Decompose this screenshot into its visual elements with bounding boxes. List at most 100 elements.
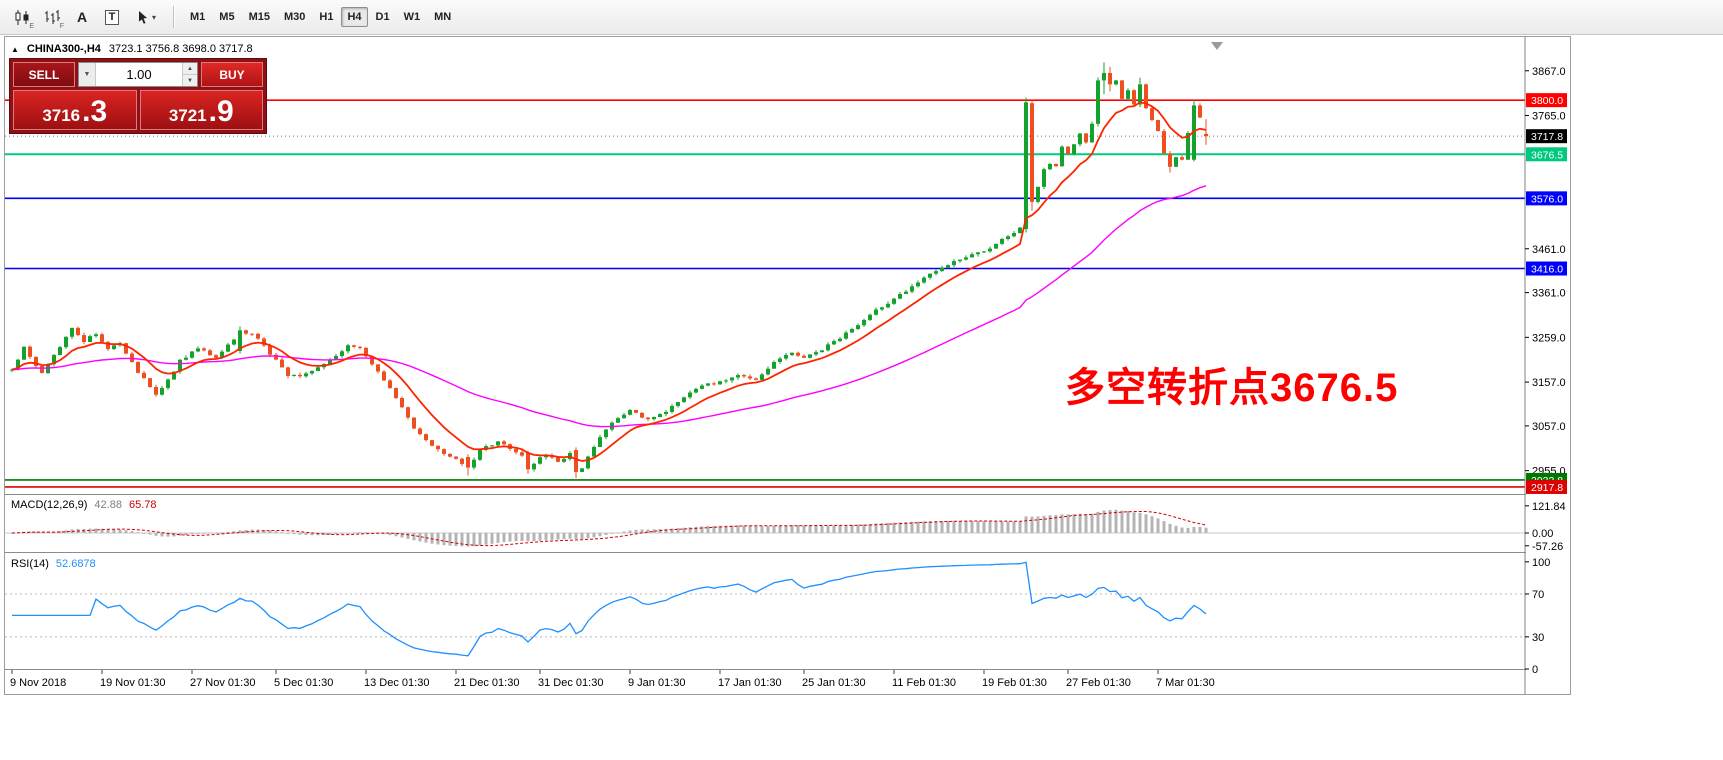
icon-badge: E — [29, 23, 34, 30]
timeframe-button-H1[interactable]: H1 — [319, 11, 334, 23]
ohlc-bars-icon[interactable]: F — [38, 3, 66, 31]
price-line-label: 3717.8 — [1531, 131, 1563, 143]
rsi-axis-label: 100 — [1532, 557, 1550, 569]
price-axis[interactable] — [1526, 37, 1568, 694]
volume-value[interactable]: 1.00 — [126, 67, 152, 82]
price-line-label-bg — [1526, 93, 1567, 108]
time-axis-label: 9 Jan 01:30 — [628, 677, 686, 689]
font-tool-glyph: A — [76, 9, 88, 25]
price-tick-label: 3361.0 — [1532, 288, 1566, 300]
time-axis[interactable]: 9 Nov 2018 19 Nov 01:30 27 Nov 01:30 5 Dec … — [10, 670, 1215, 689]
time-axis-label: 11 Feb 01:30 — [892, 677, 956, 689]
candlestick-glyph — [15, 9, 28, 25]
macd-histogram — [10, 509, 1208, 547]
macd-axis-label: -57.26 — [1532, 541, 1563, 553]
time-axis-label: 19 Feb 01:30 — [982, 677, 1047, 689]
trade-panel-collapse-icon[interactable]: ▲ — [11, 44, 19, 54]
cursor-tool-icon[interactable]: ▾ — [128, 3, 164, 31]
symbol-ohlc-values: 3723.1 3756.8 3698.0 3717.8 — [108, 43, 253, 55]
price-line-label-bg — [1526, 129, 1567, 144]
buy-price-frac: .9 — [208, 95, 234, 129]
price-line-label-bg — [1526, 479, 1567, 494]
time-axis-label: 9 Nov 2018 — [10, 677, 66, 689]
ma-fast-line — [11, 101, 1207, 462]
timeframe-button-MN[interactable]: MN — [434, 11, 452, 23]
macd-indicator-header: MACD(12,26,9) 42.88 65.78 — [11, 499, 156, 511]
horizontal-price-lines — [5, 99, 1525, 488]
buy-price-main: 3721 — [168, 106, 207, 126]
main-toolbar: E F A T ▾ M1 M5 M15 M30 H1 H4 D1 W1 MN — [0, 0, 1723, 35]
candlestick-chart-icon[interactable]: E — [8, 3, 36, 31]
price-tick-label: 3259.0 — [1532, 332, 1566, 344]
rsi-axis-label: 0 — [1532, 664, 1538, 676]
sell-price-main: 3716 — [42, 106, 81, 126]
time-axis-label: 31 Dec 01:30 — [538, 677, 603, 689]
price-line-label-bg — [1526, 261, 1567, 276]
symbol-header: ▲ CHINA300-,H4 3723.1 3756.8 3698.0 3717… — [11, 43, 253, 55]
text-tool-glyph: T — [104, 9, 120, 25]
volume-decrease-icon[interactable]: ▼ — [183, 75, 197, 86]
timeframe-button-M5[interactable]: M5 — [219, 11, 235, 23]
price-tick-label: 3157.0 — [1532, 377, 1566, 389]
time-axis-label: 21 Dec 01:30 — [454, 677, 519, 689]
macd-main-value: 42.88 — [94, 499, 122, 511]
price-tick-label: 3461.0 — [1532, 244, 1566, 256]
timeframe-button-M1[interactable]: M1 — [190, 11, 206, 23]
buy-button[interactable]: BUY — [201, 62, 263, 87]
time-axis-label: 27 Nov 01:30 — [190, 677, 255, 689]
time-axis-label: 13 Dec 01:30 — [364, 677, 429, 689]
volume-spin-buttons: ▲ ▼ — [182, 63, 197, 86]
timeframe-toolbar: M1 M5 M15 M30 H1 H4 D1 W1 MN — [184, 7, 457, 27]
rsi-line — [12, 561, 1207, 657]
time-axis-label: 17 Jan 01:30 — [718, 677, 782, 689]
time-axis-label: 7 Mar 01:30 — [1156, 677, 1215, 689]
rsi-axis-label: 30 — [1532, 632, 1544, 644]
font-tool-icon[interactable]: A — [68, 3, 96, 31]
price-line-label: 3576.0 — [1531, 193, 1563, 205]
sell-button[interactable]: SELL — [13, 62, 75, 87]
time-axis-label: 5 Dec 01:30 — [274, 677, 333, 689]
price-line-label: 3676.5 — [1531, 149, 1563, 161]
buy-price-display[interactable]: 3721 .9 — [139, 90, 263, 130]
price-axis-labels: 3867.0 3765.0 3461.0 3361.0 3259.0 3157.0 3057… — [1525, 66, 1567, 676]
timeframe-button-M15[interactable]: M15 — [248, 11, 270, 23]
volume-stepper: ▼ 1.00 ▲ ▼ — [78, 62, 198, 87]
price-tick-label: 3765.0 — [1532, 110, 1566, 122]
rsi-value: 52.6878 — [55, 558, 96, 570]
sell-price-frac: .3 — [82, 95, 108, 129]
rsi-indicator-header: RSI(14) 52.6878 — [11, 558, 96, 570]
time-axis-label: 25 Jan 01:30 — [802, 677, 866, 689]
rsi-title: RSI(14) — [11, 558, 49, 570]
cursor-glyph — [138, 10, 147, 24]
ohlc-bars-glyph — [44, 9, 60, 24]
ma-slow-line — [11, 185, 1207, 428]
volume-increase-icon[interactable]: ▲ — [183, 63, 197, 75]
time-axis-label: 27 Feb 01:30 — [1066, 677, 1131, 689]
price-line-label-bg — [1526, 147, 1567, 162]
chart-shift-marker-icon[interactable] — [1211, 42, 1223, 50]
symbol-name: CHINA300-,H4 — [26, 43, 101, 55]
price-line-label: 3800.0 — [1531, 95, 1563, 107]
price-tick-label: 3867.0 — [1532, 66, 1566, 78]
macd-signal-value: 65.78 — [128, 499, 157, 511]
one-click-trade-panel: SELL ▼ 1.00 ▲ ▼ BUY 3716 .3 3721 .9 — [9, 58, 267, 134]
icon-badge: F — [59, 23, 64, 30]
chart-window: 3867.0 3765.0 3461.0 3361.0 3259.0 3157.0 3057… — [4, 36, 1571, 695]
rsi-axis-label: 70 — [1532, 589, 1544, 601]
timeframe-button-D1[interactable]: D1 — [375, 11, 390, 23]
toolbar-separator — [173, 6, 175, 28]
chart-text-annotation: 多空转折点3676.5 — [1065, 366, 1399, 410]
timeframe-button-W1[interactable]: W1 — [403, 11, 421, 23]
timeframe-button-M30[interactable]: M30 — [283, 11, 306, 23]
sell-price-display[interactable]: 3716 .3 — [13, 90, 137, 130]
macd-axis-label: 121.84 — [1532, 501, 1566, 513]
macd-axis-label: 0.00 — [1532, 528, 1553, 540]
timeframe-button-H4[interactable]: H4 — [341, 7, 368, 27]
macd-signal-line — [11, 511, 1207, 547]
price-line-label-bg — [1526, 191, 1567, 206]
price-line-label: 3416.0 — [1531, 264, 1563, 276]
volume-dropdown-icon[interactable]: ▼ — [79, 63, 96, 86]
price-line-label: 2917.8 — [1531, 482, 1563, 494]
macd-title: MACD(12,26,9) — [11, 499, 88, 511]
text-tool-icon[interactable]: T — [98, 3, 126, 31]
